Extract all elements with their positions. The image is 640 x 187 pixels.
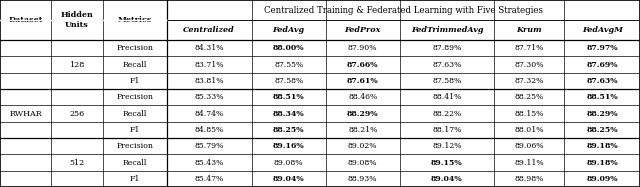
Text: 87.63%: 87.63% [586,77,618,85]
Text: 89.04%: 89.04% [431,175,463,183]
Text: 88.51%: 88.51% [586,93,618,101]
Text: Recall: Recall [123,110,147,118]
Text: F1: F1 [130,175,140,183]
Text: FedAvgM: FedAvgM [582,26,623,34]
Text: Recall: Recall [123,61,147,69]
Text: Centralized: Centralized [184,26,235,34]
Text: 88.29%: 88.29% [347,110,378,118]
Text: 83.81%: 83.81% [195,77,224,85]
Text: 88.25%: 88.25% [515,93,544,101]
Text: FedTrimmedAvg: FedTrimmedAvg [411,26,483,34]
Text: 89.02%: 89.02% [348,142,378,150]
Text: 256: 256 [70,110,84,118]
Text: 87.63%: 87.63% [432,61,461,69]
Text: Krum: Krum [516,26,542,34]
Text: 88.98%: 88.98% [515,175,544,183]
Text: 128: 128 [70,61,84,69]
Text: 87.30%: 87.30% [515,61,544,69]
Text: Metrics: Metrics [118,16,152,24]
Text: Precision: Precision [116,142,154,150]
Text: 88.01%: 88.01% [515,126,544,134]
Text: 89.08%: 89.08% [274,159,303,166]
Text: 85.79%: 85.79% [195,142,224,150]
Text: Centralized Training & Federated Learning with Five Strategies: Centralized Training & Federated Learnin… [264,6,543,15]
Text: Precision: Precision [116,44,154,52]
Text: 89.15%: 89.15% [431,159,463,166]
Text: 87.89%: 87.89% [432,44,461,52]
Text: 87.61%: 87.61% [347,77,379,85]
Text: 89.11%: 89.11% [515,159,544,166]
Text: 88.00%: 88.00% [273,44,305,52]
Text: 87.71%: 87.71% [515,44,544,52]
Text: 89.18%: 89.18% [586,159,618,166]
Text: 87.32%: 87.32% [515,77,544,85]
Text: 89.18%: 89.18% [586,142,618,150]
Text: 88.15%: 88.15% [515,110,544,118]
Text: 84.31%: 84.31% [195,44,224,52]
Text: 87.90%: 87.90% [348,44,378,52]
Text: 84.74%: 84.74% [195,110,224,118]
Text: 87.66%: 87.66% [347,61,378,69]
Text: Recall: Recall [123,159,147,166]
Text: 88.41%: 88.41% [432,93,461,101]
Text: 89.06%: 89.06% [515,142,544,150]
Text: Precision: Precision [116,93,154,101]
Text: 87.55%: 87.55% [274,61,303,69]
Text: 88.25%: 88.25% [273,126,305,134]
Text: 87.97%: 87.97% [586,44,618,52]
Text: 88.29%: 88.29% [586,110,618,118]
Text: FedProx: FedProx [344,26,381,34]
Text: 84.85%: 84.85% [195,126,224,134]
Text: 87.69%: 87.69% [586,61,618,69]
Text: 87.58%: 87.58% [274,77,303,85]
Text: F1: F1 [130,77,140,85]
Text: Dataset: Dataset [8,16,43,24]
Text: 88.21%: 88.21% [348,126,378,134]
Text: 88.51%: 88.51% [273,93,305,101]
Text: 89.04%: 89.04% [273,175,305,183]
Text: Hidden
Units: Hidden Units [61,11,93,29]
Text: RWHAR: RWHAR [10,110,42,118]
Text: 88.22%: 88.22% [432,110,461,118]
Text: 87.58%: 87.58% [432,77,461,85]
Text: 83.71%: 83.71% [195,61,224,69]
Text: 89.16%: 89.16% [273,142,305,150]
Text: 512: 512 [70,159,84,166]
Text: F1: F1 [130,126,140,134]
Text: FedAvg: FedAvg [273,26,305,34]
Text: 88.93%: 88.93% [348,175,378,183]
Text: 88.17%: 88.17% [432,126,461,134]
Text: 88.46%: 88.46% [348,93,378,101]
Text: 85.33%: 85.33% [195,93,224,101]
Text: 85.47%: 85.47% [195,175,224,183]
Text: 85.43%: 85.43% [195,159,224,166]
Text: 89.08%: 89.08% [348,159,378,166]
Text: 89.09%: 89.09% [586,175,618,183]
Text: 88.25%: 88.25% [586,126,618,134]
Text: 88.34%: 88.34% [273,110,305,118]
Text: 89.12%: 89.12% [432,142,461,150]
